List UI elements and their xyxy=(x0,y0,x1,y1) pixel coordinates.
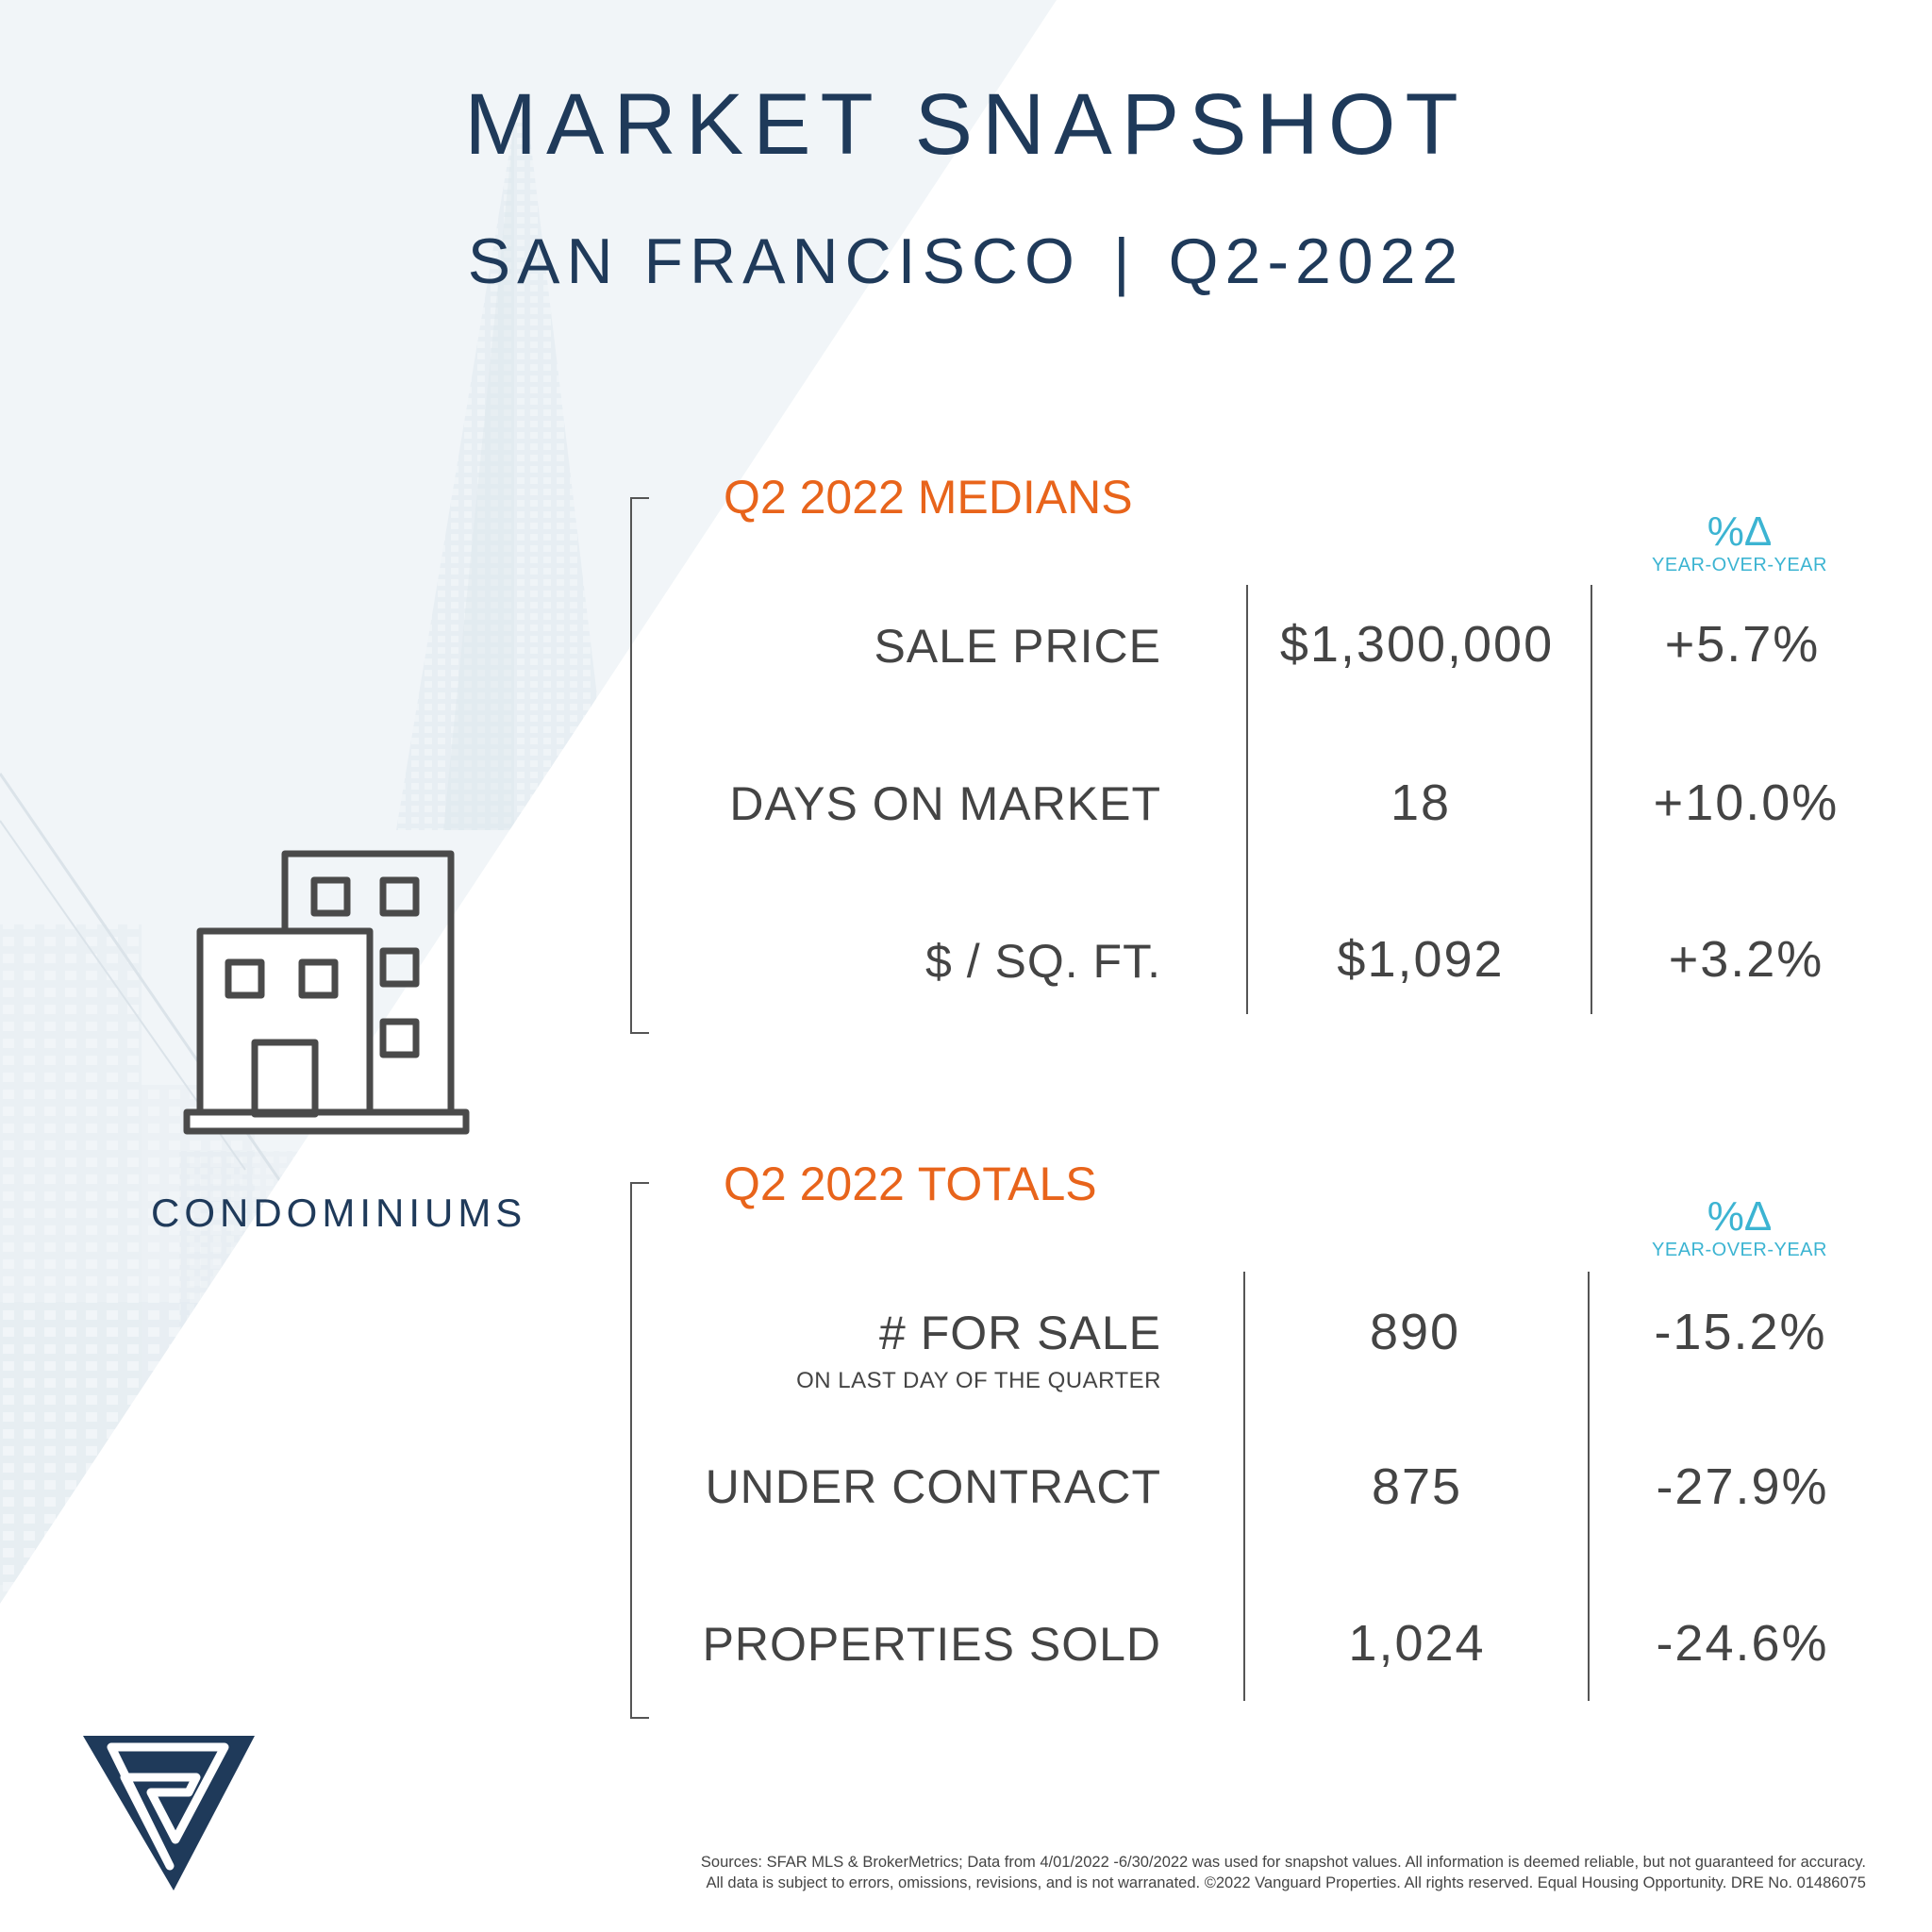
totals-divider-2 xyxy=(1588,1272,1590,1701)
medians-row-change-price-per-sqft: +3.2% xyxy=(1668,931,1824,988)
footer-line-2: All data is subject to errors, omissions… xyxy=(706,1874,1866,1891)
medians-title-prefix: Q2 2022 xyxy=(724,471,905,524)
page-subtitle: SAN FRANCISCO | Q2-2022 xyxy=(0,225,1932,298)
medians-row-change-days-on-market: +10.0% xyxy=(1653,774,1840,831)
totals-row-label-for-sale: # FOR SALE xyxy=(879,1307,1161,1359)
totals-title: Q2 2022 TOTALS xyxy=(724,1157,1097,1211)
totals-row-change-under-contract: -27.9% xyxy=(1656,1458,1829,1515)
medians-yoy-header: %Δ YEAR-OVER-YEAR xyxy=(1626,509,1853,576)
footer-line-1: Sources: SFAR MLS & BrokerMetrics; Data … xyxy=(700,1854,1866,1871)
location-name: SAN FRANCISCO xyxy=(467,225,1081,297)
totals-yoy-label: YEAR-OVER-YEAR xyxy=(1652,1240,1827,1260)
totals-row-change-for-sale: -15.2% xyxy=(1654,1304,1827,1360)
medians-divider-1 xyxy=(1246,585,1248,1014)
totals-title-prefix: Q2 2022 xyxy=(724,1158,905,1210)
medians-row-label-price-per-sqft: $ / SQ. FT. xyxy=(925,935,1161,988)
totals-row-value-for-sale: 890 xyxy=(1369,1304,1461,1360)
medians-bracket xyxy=(630,497,649,1034)
condo-building-icon xyxy=(183,850,470,1135)
medians-title: Q2 2022 MEDIANS xyxy=(724,470,1133,525)
totals-row-value-properties-sold: 1,024 xyxy=(1348,1615,1486,1672)
totals-yoy-header: %Δ YEAR-OVER-YEAR xyxy=(1626,1194,1853,1261)
medians-row-value-days-on-market: 18 xyxy=(1390,774,1452,831)
medians-row-change-sale-price: +5.7% xyxy=(1664,616,1821,673)
totals-row-change-properties-sold: -24.6% xyxy=(1656,1615,1829,1672)
medians-row-label-sale-price: SALE PRICE xyxy=(874,620,1161,673)
medians-row-value-sale-price: $1,300,000 xyxy=(1279,616,1555,673)
totals-row-label-properties-sold: PROPERTIES SOLD xyxy=(702,1618,1161,1671)
footer-disclaimer: Sources: SFAR MLS & BrokerMetrics; Data … xyxy=(526,1852,1866,1893)
medians-yoy-label: YEAR-OVER-YEAR xyxy=(1652,555,1827,575)
medians-yoy-symbol: %Δ xyxy=(1707,508,1773,555)
period-label: Q2-2022 xyxy=(1168,225,1465,297)
medians-row-label-days-on-market: DAYS ON MARKET xyxy=(729,777,1161,830)
medians-divider-2 xyxy=(1591,585,1592,1014)
subtitle-separator: | xyxy=(1112,225,1137,297)
medians-row-value-price-per-sqft: $1,092 xyxy=(1337,931,1505,988)
totals-title-suffix: TOTALS xyxy=(917,1158,1097,1210)
totals-yoy-symbol: %Δ xyxy=(1707,1193,1773,1240)
totals-row-value-under-contract: 875 xyxy=(1371,1458,1463,1515)
totals-bracket xyxy=(630,1182,649,1719)
page-title: MARKET SNAPSHOT xyxy=(464,76,1468,173)
property-type-label: CONDOMINIUMS xyxy=(151,1191,527,1235)
medians-title-suffix: MEDIANS xyxy=(917,471,1133,524)
totals-divider-1 xyxy=(1243,1272,1245,1701)
totals-row-sublabel-for-sale: ON LAST DAY OF THE QUARTER xyxy=(796,1368,1161,1393)
totals-row-label-under-contract: UNDER CONTRACT xyxy=(705,1460,1161,1513)
vanguard-logo-icon xyxy=(83,1736,255,1890)
